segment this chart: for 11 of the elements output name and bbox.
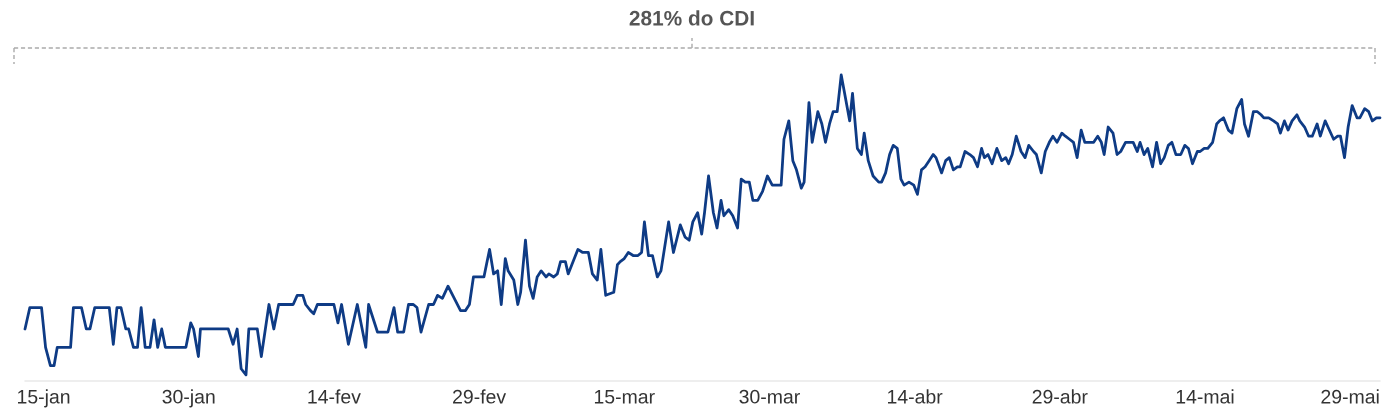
x-tick-label: 29-abr — [1032, 389, 1088, 404]
text: 281% do CDI — [629, 10, 754, 26]
x-tick-label: 15-mar — [594, 390, 655, 404]
x-tick-label: 29-mai — [1321, 389, 1379, 404]
x-tick-label: 29-fev — [453, 389, 507, 404]
x-tick-label: 30-jan — [162, 389, 215, 408]
x-tick-label: 14-abr — [888, 389, 943, 404]
x-tick-label: 14-fev — [308, 389, 361, 404]
x-tick-label: 15-jan — [18, 389, 70, 408]
x-tick-label: 14-mai — [1176, 389, 1234, 404]
x-tick-label: 30-mar — [739, 389, 800, 404]
